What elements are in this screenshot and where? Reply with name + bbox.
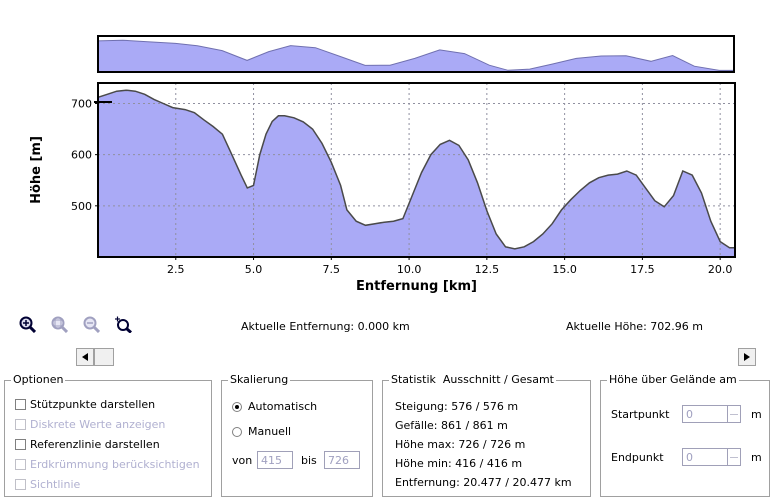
zoom-out-icon[interactable] (82, 315, 101, 334)
stat-descent: Gefälle: 861 / 861 m (395, 419, 508, 432)
zoom-in-icon[interactable] (18, 315, 37, 334)
start-point-label: Startpunkt (611, 408, 670, 421)
arrow-right-icon (744, 353, 750, 361)
scaling-panel: Skalierung Automatisch Manuell von 415 b… (221, 373, 373, 497)
statistics-panel: Statistik Ausschnitt / Gesamt Steigung: … (382, 373, 591, 497)
end-point-label: Endpunkt (611, 451, 664, 464)
y-axis-label: Höhe [m] (29, 136, 44, 204)
overview-chart[interactable] (97, 35, 735, 73)
scroll-thumb[interactable] (94, 348, 114, 366)
x-tick-label-4: 12.5 (475, 263, 500, 276)
x-tick-label-1: 5.0 (245, 263, 263, 276)
scroll-left-button[interactable] (76, 348, 94, 366)
overview-frame (97, 35, 735, 73)
options-panel: Optionen Stützpunkte darstellen Diskrete… (4, 373, 212, 497)
zoom-region-icon[interactable] (50, 315, 69, 334)
checkbox[interactable] (15, 419, 26, 430)
scale-from-input[interactable]: 415 (257, 451, 293, 469)
plot-frame (97, 82, 736, 258)
statistics-panel-title: Statistik Ausschnitt / Gesamt (389, 373, 556, 386)
checkbox[interactable] (15, 439, 26, 450)
overview-line (97, 39, 734, 71)
x-tick-label-2: 7.5 (323, 263, 341, 276)
stat-height-max: Höhe max: 726 / 726 m (395, 438, 526, 451)
option-show-reference-line[interactable]: Referenzlinie darstellen (15, 438, 160, 451)
scroll-right-button[interactable] (738, 348, 756, 366)
checkbox[interactable] (15, 399, 26, 410)
x-tick-label-7: 20.0 (708, 263, 733, 276)
elevation-area (98, 90, 735, 257)
option-show-support-points[interactable]: Stützpunkte darstellen (15, 398, 155, 411)
scale-to-input[interactable]: 726 (324, 451, 360, 469)
detail-chart[interactable]: 2.5 5.0 7.5 10.0 12.5 15.0 17.5 20.0 500 600 700 En… (29, 82, 736, 294)
radio-selected[interactable] (232, 402, 242, 412)
start-point-spinner[interactable] (727, 405, 741, 423)
radio-unselected[interactable] (232, 427, 242, 437)
options-panel-title: Optionen (11, 373, 66, 386)
elevation-profile-chart[interactable]: 2.5 5.0 7.5 10.0 12.5 15.0 17.5 20.0 500 600 700 En… (0, 0, 774, 345)
x-axis-label: Entfernung [km] (356, 279, 477, 294)
x-tick-label-3: 10.0 (397, 263, 422, 276)
start-point-unit: m (751, 408, 762, 421)
option-show-discrete-values[interactable]: Diskrete Werte anzeigen (15, 418, 165, 431)
end-point-unit: m (751, 451, 762, 464)
ground-height-panel: Höhe über Gelände am Startpunkt 0 m Endp… (600, 373, 770, 497)
ground-height-panel-title: Höhe über Gelände am (607, 373, 739, 386)
end-point-input[interactable]: 0 (682, 448, 732, 466)
stat-distance: Entfernung: 20.477 / 20.477 km (395, 476, 572, 489)
horizontal-scrollbar[interactable] (76, 348, 756, 366)
radio-manual[interactable]: Manuell (232, 425, 291, 438)
radio-automatic[interactable]: Automatisch (232, 400, 317, 413)
option-line-of-sight[interactable]: Sichtlinie (15, 478, 80, 491)
x-tick-label-5: 15.0 (552, 263, 577, 276)
option-earth-curvature[interactable]: Erdkrümmung berücksichtigen (15, 458, 200, 471)
checkbox[interactable] (15, 479, 26, 490)
to-label: bis (301, 454, 317, 467)
end-point-spinner[interactable] (727, 448, 741, 466)
elevation-line (97, 89, 735, 250)
current-height-readout: Aktuelle Höhe: 702.96 m (566, 320, 703, 333)
zoom-reset-icon[interactable] (114, 315, 132, 334)
arrow-left-icon (82, 353, 88, 361)
stat-ascent: Steigung: 576 / 576 m (395, 400, 519, 413)
stat-height-min: Höhe min: 416 / 416 m (395, 457, 523, 470)
x-tick-label-0: 2.5 (167, 263, 185, 276)
y-tick-label-0: 500 (71, 200, 92, 213)
current-distance-readout: Aktuelle Entfernung: 0.000 km (241, 320, 410, 333)
from-label: von (232, 454, 253, 467)
start-point-input[interactable]: 0 (682, 405, 732, 423)
checkbox[interactable] (15, 459, 26, 470)
y-tick-label-2: 700 (71, 97, 92, 110)
scaling-panel-title: Skalierung (228, 373, 291, 386)
x-tick-label-6: 17.5 (630, 263, 655, 276)
y-tick-label-1: 600 (71, 149, 92, 162)
overview-area (98, 40, 734, 72)
